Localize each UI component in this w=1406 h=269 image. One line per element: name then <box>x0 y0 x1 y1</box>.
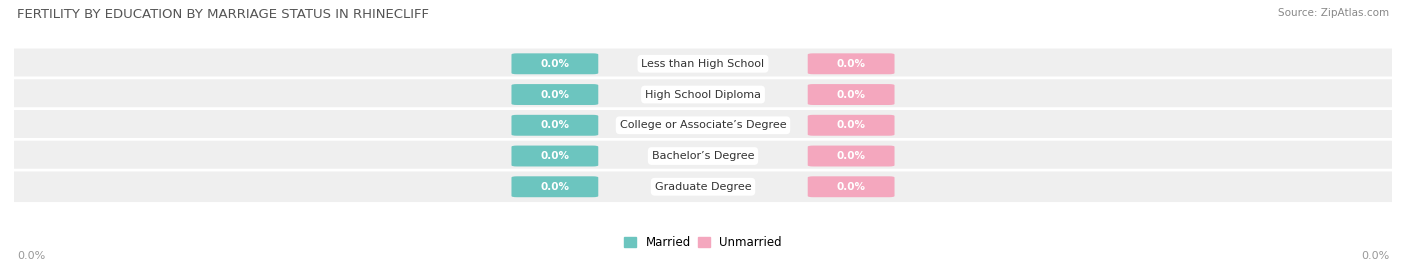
FancyBboxPatch shape <box>807 53 894 74</box>
FancyBboxPatch shape <box>512 176 599 197</box>
FancyBboxPatch shape <box>512 84 599 105</box>
Text: 0.0%: 0.0% <box>540 120 569 130</box>
FancyBboxPatch shape <box>807 115 894 136</box>
FancyBboxPatch shape <box>512 53 599 74</box>
FancyBboxPatch shape <box>807 176 894 197</box>
Text: College or Associate’s Degree: College or Associate’s Degree <box>620 120 786 130</box>
Text: 0.0%: 0.0% <box>540 151 569 161</box>
Text: 0.0%: 0.0% <box>837 182 866 192</box>
FancyBboxPatch shape <box>512 146 599 167</box>
Text: Less than High School: Less than High School <box>641 59 765 69</box>
Text: 0.0%: 0.0% <box>837 120 866 130</box>
Text: High School Diploma: High School Diploma <box>645 90 761 100</box>
Text: 0.0%: 0.0% <box>837 90 866 100</box>
FancyBboxPatch shape <box>7 109 1399 142</box>
Text: 0.0%: 0.0% <box>1361 251 1389 261</box>
FancyBboxPatch shape <box>807 146 894 167</box>
FancyBboxPatch shape <box>512 115 599 136</box>
Text: 0.0%: 0.0% <box>540 59 569 69</box>
Legend: Married, Unmarried: Married, Unmarried <box>624 236 782 249</box>
FancyBboxPatch shape <box>7 139 1399 173</box>
Text: 0.0%: 0.0% <box>17 251 45 261</box>
Text: 0.0%: 0.0% <box>540 182 569 192</box>
FancyBboxPatch shape <box>807 84 894 105</box>
Text: 0.0%: 0.0% <box>837 59 866 69</box>
FancyBboxPatch shape <box>7 170 1399 203</box>
Text: FERTILITY BY EDUCATION BY MARRIAGE STATUS IN RHINECLIFF: FERTILITY BY EDUCATION BY MARRIAGE STATU… <box>17 8 429 21</box>
FancyBboxPatch shape <box>7 78 1399 111</box>
Text: 0.0%: 0.0% <box>540 90 569 100</box>
Text: Graduate Degree: Graduate Degree <box>655 182 751 192</box>
Text: Source: ZipAtlas.com: Source: ZipAtlas.com <box>1278 8 1389 18</box>
FancyBboxPatch shape <box>7 47 1399 80</box>
Text: Bachelor’s Degree: Bachelor’s Degree <box>652 151 754 161</box>
Text: 0.0%: 0.0% <box>837 151 866 161</box>
